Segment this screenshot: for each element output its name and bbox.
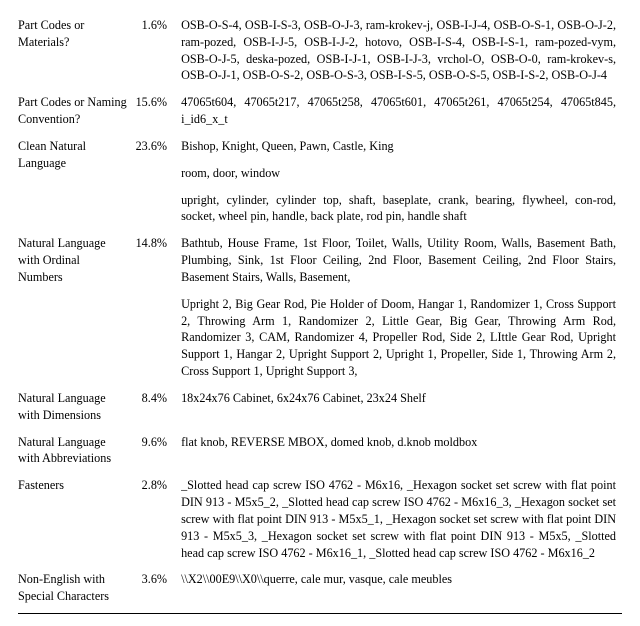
table-row: Clean Natural Language23.6%Bishop, Knigh…: [18, 133, 622, 230]
category-label: Part Codes or Naming Convention?: [18, 89, 133, 133]
category-examples: flat knob, REVERSE MBOX, domed knob, d.k…: [181, 429, 622, 473]
category-percentage: 14.8%: [133, 230, 181, 385]
example-text: room, door, window: [181, 165, 616, 182]
category-examples: Bathtub, House Frame, 1st Floor, Toilet,…: [181, 230, 622, 385]
category-examples: _Slotted head cap screw ISO 4762 - M6x16…: [181, 472, 622, 566]
example-text: 47065t604, 47065t217, 47065t258, 47065t6…: [181, 94, 616, 128]
table-row: Part Codes or Materials?1.6%OSB-O-S-4, O…: [18, 12, 622, 89]
category-examples: OSB-O-S-4, OSB-I-S-3, OSB-O-J-3, ram-kro…: [181, 12, 622, 89]
example-text: OSB-O-S-4, OSB-I-S-3, OSB-O-J-3, ram-kro…: [181, 17, 616, 84]
category-label: Part Codes or Materials?: [18, 12, 133, 89]
example-text: 18x24x76 Cabinet, 6x24x76 Cabinet, 23x24…: [181, 390, 616, 407]
example-text: _Slotted head cap screw ISO 4762 - M6x16…: [181, 477, 616, 561]
category-percentage: 23.6%: [133, 133, 181, 230]
category-percentage: 15.6%: [133, 89, 181, 133]
category-label: Natural Language with Abbreviations: [18, 429, 133, 473]
table-row: Natural Language with Dimensions8.4%18x2…: [18, 385, 622, 429]
category-examples: 18x24x76 Cabinet, 6x24x76 Cabinet, 23x24…: [181, 385, 622, 429]
table-row: Fasteners2.8%_Slotted head cap screw ISO…: [18, 472, 622, 566]
table-row: Natural Language with Abbreviations9.6%f…: [18, 429, 622, 473]
table-row: Natural Language with Ordinal Numbers14.…: [18, 230, 622, 385]
category-percentage: 1.6%: [133, 12, 181, 89]
category-label: Natural Language with Dimensions: [18, 385, 133, 429]
category-percentage: 9.6%: [133, 429, 181, 473]
example-text: Bishop, Knight, Queen, Pawn, Castle, Kin…: [181, 138, 616, 155]
category-percentage: 8.4%: [133, 385, 181, 429]
example-text: upright, cylinder, cylinder top, shaft, …: [181, 192, 616, 226]
example-text: flat knob, REVERSE MBOX, domed knob, d.k…: [181, 434, 616, 451]
category-examples: 47065t604, 47065t217, 47065t258, 47065t6…: [181, 89, 622, 133]
example-text: \\X2\\00E9\\X0\\querre, cale mur, vasque…: [181, 571, 616, 588]
category-percentage: 2.8%: [133, 472, 181, 566]
naming-categories-table: Part Codes or Materials?1.6%OSB-O-S-4, O…: [18, 12, 622, 614]
example-text: Bathtub, House Frame, 1st Floor, Toilet,…: [181, 235, 616, 285]
table-row: Part Codes or Naming Convention?15.6%470…: [18, 89, 622, 133]
category-examples: Bishop, Knight, Queen, Pawn, Castle, Kin…: [181, 133, 622, 230]
category-label: Clean Natural Language: [18, 133, 133, 230]
category-label: Natural Language with Ordinal Numbers: [18, 230, 133, 385]
category-label: Fasteners: [18, 472, 133, 566]
example-text: Upright 2, Big Gear Rod, Pie Holder of D…: [181, 296, 616, 380]
